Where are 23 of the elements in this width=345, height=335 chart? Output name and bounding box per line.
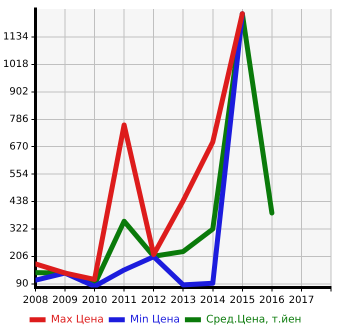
y-tick-label: 206 bbox=[9, 251, 28, 262]
x-tick-label: 2010 bbox=[82, 295, 108, 306]
y-tick-label: 90 bbox=[16, 278, 28, 290]
legend-label: Сред.Цена, т.йен bbox=[206, 313, 302, 326]
y-tick-label: 670 bbox=[9, 141, 28, 152]
x-tick-label: 2013 bbox=[170, 295, 196, 306]
y-tick-label: 902 bbox=[9, 86, 28, 98]
y-tick-label: 554 bbox=[9, 168, 28, 180]
x-tick-label: 2017 bbox=[288, 295, 314, 306]
x-tick-label: 2016 bbox=[259, 295, 285, 306]
legend-label: Min Цена bbox=[130, 313, 180, 326]
x-tick-label: 2014 bbox=[200, 295, 226, 306]
x-tick-label: 2009 bbox=[52, 295, 78, 306]
y-tick-label: 322 bbox=[9, 224, 28, 235]
x-tick-label: 2008 bbox=[22, 295, 48, 306]
y-tick-label: 1134 bbox=[2, 32, 28, 43]
x-tick-label: 2012 bbox=[140, 295, 166, 306]
y-tick-label: 1018 bbox=[2, 58, 28, 70]
x-tick-label: 2011 bbox=[111, 295, 137, 306]
y-tick-label: 438 bbox=[9, 196, 28, 208]
x-tick-label: 2015 bbox=[230, 295, 256, 306]
legend-label: Max Цена bbox=[50, 313, 104, 326]
y-tick-label: 786 bbox=[9, 114, 28, 125]
